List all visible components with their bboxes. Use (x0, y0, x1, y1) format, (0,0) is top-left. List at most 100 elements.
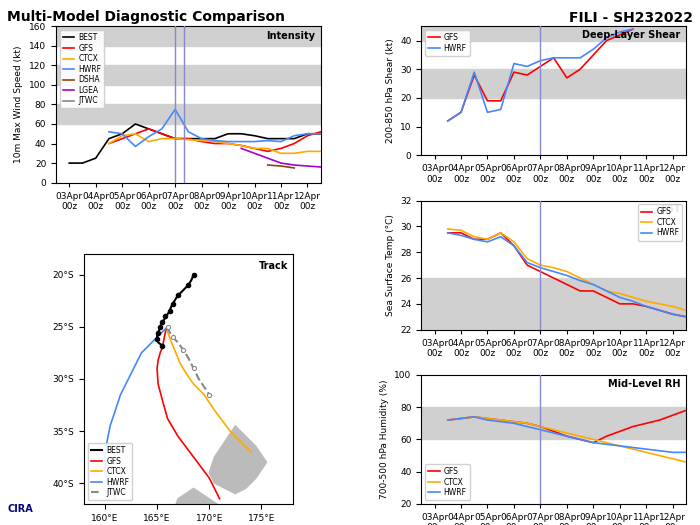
BEST (290, 135, 298, 142)
CTCX (589, 436, 598, 443)
CTCX (316, 148, 325, 154)
BEST (179, 287, 188, 293)
HWRF (523, 259, 531, 266)
BEST (197, 135, 206, 142)
LGEA (237, 145, 246, 152)
GFS (163, 323, 172, 330)
CTCX (169, 342, 177, 349)
GFS (159, 339, 167, 345)
Text: Deep-Layer Shear: Deep-Layer Shear (582, 30, 680, 40)
HWRF (550, 430, 558, 436)
GFS (237, 142, 246, 149)
HWRF (496, 234, 505, 240)
Text: Mid-Level RH: Mid-Level RH (608, 379, 680, 388)
CTCX (483, 236, 491, 243)
CTCX (303, 148, 312, 154)
GFS (536, 64, 545, 70)
HWRF (655, 307, 664, 313)
GFS (603, 294, 611, 300)
CTCX (510, 239, 518, 245)
CTCX (290, 150, 298, 156)
GFS (105, 140, 113, 146)
BEST (251, 133, 259, 139)
GFS (470, 72, 478, 78)
HWRF (615, 443, 624, 449)
BEST (118, 131, 127, 137)
JTWC (184, 355, 192, 361)
HWRF (444, 417, 452, 423)
GFS (550, 275, 558, 281)
HWRF (163, 323, 172, 330)
HWRF (106, 485, 114, 491)
CTCX (144, 139, 153, 145)
CTCX (563, 268, 571, 275)
CTCX (264, 145, 272, 152)
Line: GFS: GFS (448, 233, 686, 317)
Line: GFS: GFS (157, 327, 220, 499)
BEST (276, 135, 285, 142)
CTCX (642, 298, 650, 304)
GFS (563, 75, 571, 81)
GFS (216, 496, 224, 502)
CTCX (226, 428, 234, 434)
BEST (158, 131, 166, 137)
HWRF (496, 418, 505, 425)
CTCX (131, 131, 139, 137)
BEST (165, 308, 174, 314)
CTCX (629, 294, 637, 300)
CTCX (163, 323, 172, 330)
HWRF (101, 469, 109, 476)
JTWC (195, 376, 203, 382)
CTCX (510, 418, 518, 425)
HWRF (457, 232, 466, 238)
CTCX (172, 350, 180, 356)
HWRF (668, 311, 677, 317)
CTCX (496, 417, 505, 423)
HWRF (629, 298, 637, 304)
GFS (457, 230, 466, 236)
CTCX (182, 371, 190, 377)
JTWC (174, 339, 182, 345)
Text: Multi-Model Diagnostic Comparison: Multi-Model Diagnostic Comparison (7, 10, 285, 25)
HWRF (444, 230, 452, 236)
BEST (65, 160, 74, 166)
HWRF (137, 350, 146, 356)
GFS (576, 288, 584, 294)
GFS (470, 236, 478, 243)
CTCX (550, 427, 558, 433)
GFS (576, 436, 584, 443)
BEST (154, 330, 162, 336)
BEST (157, 321, 165, 328)
Line: BEST: BEST (157, 275, 194, 345)
HWRF (316, 131, 325, 137)
HWRF (615, 29, 624, 35)
LGEA (276, 160, 285, 166)
HWRF (118, 131, 127, 137)
Line: JTWC: JTWC (167, 327, 209, 394)
HWRF (105, 129, 113, 135)
LGEA (264, 155, 272, 161)
GFS (668, 311, 677, 317)
JTWC (169, 334, 177, 340)
DSHA (276, 163, 285, 169)
BEST (264, 135, 272, 142)
HWRF (668, 449, 677, 456)
GFS (589, 52, 598, 58)
CTCX (163, 329, 172, 335)
HWRF (629, 26, 637, 32)
HWRF (127, 371, 135, 377)
HWRF (470, 69, 478, 75)
Line: CTCX: CTCX (109, 134, 321, 153)
GFS (642, 420, 650, 426)
HWRF (303, 131, 312, 137)
CTCX (457, 227, 466, 234)
GFS (154, 381, 162, 387)
HWRF (576, 278, 584, 284)
HWRF (496, 106, 505, 112)
HWRF (523, 64, 531, 70)
HWRF (106, 423, 114, 429)
GFS (655, 417, 664, 423)
JTWC (179, 346, 188, 353)
GFS (550, 55, 558, 61)
BEST (155, 327, 163, 333)
